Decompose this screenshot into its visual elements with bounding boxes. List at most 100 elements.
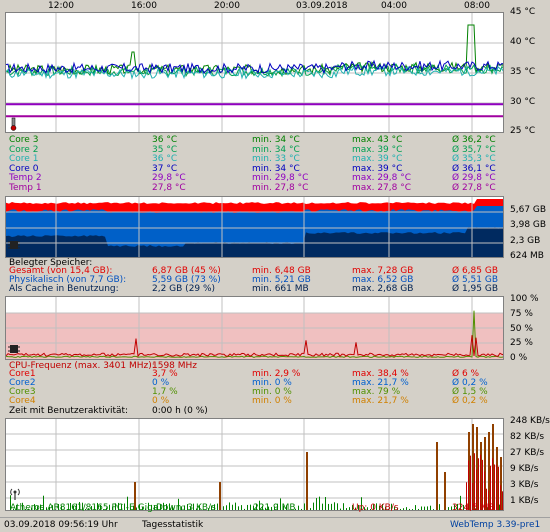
cpu-y-label: 75 % [510,309,533,319]
net-down-bar [430,505,431,510]
net-up-bar [468,460,469,510]
temp-row-avg: Ø 29,8 °C [452,173,496,183]
net-down-bar [283,505,284,510]
net-down-bar [463,504,464,510]
net-down-bar [154,505,155,510]
temp-row-min: min. 33 °C [252,154,300,164]
net-down-bar [373,504,374,510]
temp-row-max: max. 43 °C [352,135,403,145]
net-down-bar [163,502,164,510]
net-down-bar [91,505,92,510]
net-down-bar [100,504,101,510]
memory-header: Belegter Speicher: [9,258,93,268]
temp-row-avg: Ø 27,8 °C [452,182,496,193]
cpu-row-min: min. 0 % [252,387,292,397]
temp-row-min: min. 27,8 °C [252,182,309,193]
net-down-bar [370,509,371,510]
net-down-bar [340,508,341,510]
net-down-bar [409,508,410,510]
net-down-bar [139,504,140,510]
cpu-row-avg: Ø 0,2 % [452,396,488,406]
temp-row-cur: 36 °C [152,135,178,145]
net-down-bar [199,505,200,510]
net-down-bar [274,506,275,510]
cpu-core3-line [6,310,503,358]
net-down-bar [412,509,413,510]
net-down-bar [376,503,377,510]
status-bar: 03.09.2018 09:56:19 Uhr Tagesstatistik W… [0,517,550,532]
cpu-row-cur: 1,7 % [152,387,178,397]
net-down-bar [175,509,176,510]
net-down-bar [304,503,305,510]
net-down-bar [31,507,32,510]
temp-row-min: min. 29,8 °C [252,173,309,183]
net-up-bar [436,442,438,510]
net-down-bar [424,506,425,510]
net-down-bar [499,504,500,510]
cpu-row-max: max. 21,7 % [352,378,409,388]
cpu-graph [5,296,504,360]
mem-y-label: 5,67 GB [510,205,547,215]
net-down-bar [487,507,488,510]
mem-row-avg: Ø 5,51 GB [452,275,498,285]
temp-y-label: 40 °C [510,37,536,47]
mem-row-name: Als Cache in Benutzung: [9,284,119,294]
net-up-bar [472,482,473,510]
net-down-bar [136,507,137,510]
net-up-bar [500,457,502,510]
thermometer-icon [8,117,20,131]
mem-row-max: max. 6,52 GB [352,275,414,285]
net-down-bar [223,506,224,510]
net-down-bar [361,497,362,510]
network-legend: Atheros AR8161/8165 PCI-E Giga Down: 3 K… [0,503,550,515]
net-down-bar [238,506,239,510]
net-down-bar [115,503,116,510]
net-down-bar [349,507,350,510]
temperature-plot [6,13,503,132]
net-down-bar [58,503,59,510]
net-down-bar [61,505,62,510]
daily-stats-link[interactable]: Tagesstatistik [142,520,204,530]
net-down-bar [79,502,80,510]
cpu-row-avg: Ø 0,2 % [452,378,488,388]
net-up-bar [492,458,493,510]
net-up-bar [480,454,481,510]
net-down-bar [394,506,395,510]
net-down-bar [358,504,359,510]
time-axis: 12:00 16:00 20:00 03.09.2018 04:00 08:00 [0,0,550,12]
network-adapter: Atheros AR8161/8165 PCI-E Giga [10,503,159,513]
temp-y-label: 45 °C [510,7,536,17]
net-up-bar [134,482,136,510]
temp-row-max: max. 39 °C [352,163,403,174]
net-down-bar [322,503,323,510]
net-down-bar [292,509,293,510]
net-down-bar [193,503,194,510]
net-down-bar [16,505,17,510]
status-datetime: 03.09.2018 09:56:19 Uhr [4,520,118,530]
cpu-row-name: Core1 [9,369,36,379]
net-down-bar [166,503,167,510]
net-down-bar [352,505,353,510]
cpu-chip-icon [8,343,20,355]
net-down-bar [418,508,419,510]
temp-row-max: max. 29,8 °C [352,173,412,183]
net-down-bar [10,495,11,510]
network-plot [6,419,503,510]
user-activity-label: Zeit mit Benutzeraktivität: [9,406,129,416]
network-down: Down: 3 KB/s [156,503,216,513]
net-down-bar [46,507,47,510]
temp-series-line [6,59,503,75]
temp-series-line [6,64,503,81]
cpu-row-name: Core4 [9,396,36,406]
net-down-bar [196,508,197,510]
cpu-row-max: max. 38,4 % [352,369,409,379]
network-up-total: 324,5 MB [452,503,495,513]
net-down-bar [460,495,461,510]
cpu-row-max: max. 79 % [352,387,401,397]
mem-row-min: min. 661 MB [252,284,309,294]
net-down-bar [76,503,77,510]
net-up-bar [476,469,477,510]
net-down-bar [382,503,383,510]
net-down-bar [355,507,356,510]
memory-legend: Gesamt (von 15,4 GB): 6,87 GB (45 %) min. … [0,266,550,296]
